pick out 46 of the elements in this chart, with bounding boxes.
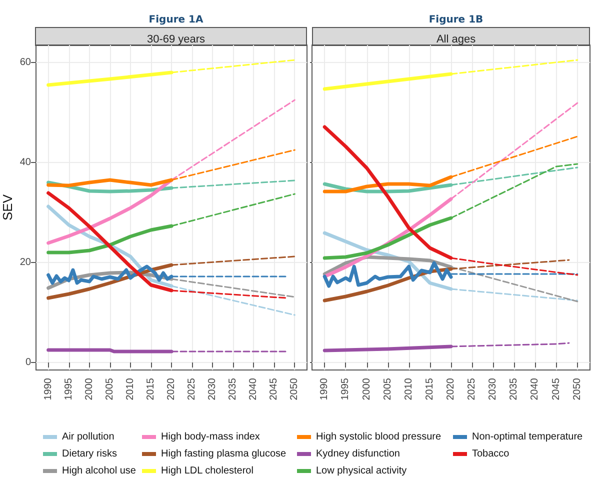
legend-label: High fasting plasma glucose [161, 448, 287, 460]
y-tick-label: 60 [20, 57, 32, 68]
x-tick-label: 2030 [488, 378, 499, 400]
chart-subtitle: 30-69 years [146, 34, 206, 46]
legend-label: Tobacco [472, 448, 510, 460]
y-axis-title: SEV [0, 194, 15, 221]
x-tick-label: 2015 [424, 378, 436, 400]
y-tick-label: 40 [20, 157, 32, 168]
x-tick-label: 2040 [530, 378, 541, 400]
y-tick-label: 20 [20, 257, 32, 268]
legend-label: Non-optimal temperature [472, 432, 584, 442]
legend-label: Dietary risks [62, 448, 118, 460]
x-tick-label: 2005 [382, 378, 394, 400]
x-tick-label: 2000 [361, 378, 372, 400]
x-tick-label: 2015 [145, 378, 156, 400]
x-tick-label: 2010 [124, 378, 136, 400]
x-tick-label: 2030 [207, 378, 218, 400]
x-tick-label: 1990 [42, 378, 54, 400]
x-tick-label: 2040 [248, 378, 260, 400]
legend-label: Kydney disfunction [316, 448, 400, 460]
legend-label: High systolic blood pressure [316, 432, 442, 442]
y-tick-label: 0 [25, 357, 32, 368]
x-tick-label: 2020 [446, 378, 456, 400]
x-tick-label: 2025 [466, 378, 478, 400]
x-tick-label: 2010 [403, 378, 414, 400]
legend-label: High alcohol use [62, 466, 136, 476]
x-tick-label: 2000 [84, 378, 95, 400]
legend-label: High LDL cholesterol [161, 466, 254, 476]
legend-label: Air pollution [62, 432, 114, 442]
legend-label: Low physical activity [316, 466, 407, 476]
x-tick-label: 2025 [186, 378, 198, 400]
x-tick-label: 2045 [268, 378, 280, 400]
x-tick-label: 1995 [340, 378, 352, 400]
x-tick-label: 2005 [104, 378, 116, 400]
x-tick-label: 2050 [572, 378, 583, 400]
x-tick-label: 1990 [319, 378, 330, 400]
x-tick-label: 2050 [289, 378, 300, 400]
x-tick-label: 2035 [508, 378, 520, 400]
chart-title: Figure 1A [148, 14, 204, 26]
x-tick-label: 2035 [228, 378, 239, 400]
legend-label: High body-mass index [161, 432, 260, 442]
x-tick-label: 1995 [63, 378, 74, 400]
chart-subtitle: All ages [436, 34, 476, 46]
x-tick-label: 2020 [166, 378, 177, 400]
x-tick-label: 2045 [550, 378, 562, 400]
chart-title: Figure 1B [428, 14, 484, 26]
